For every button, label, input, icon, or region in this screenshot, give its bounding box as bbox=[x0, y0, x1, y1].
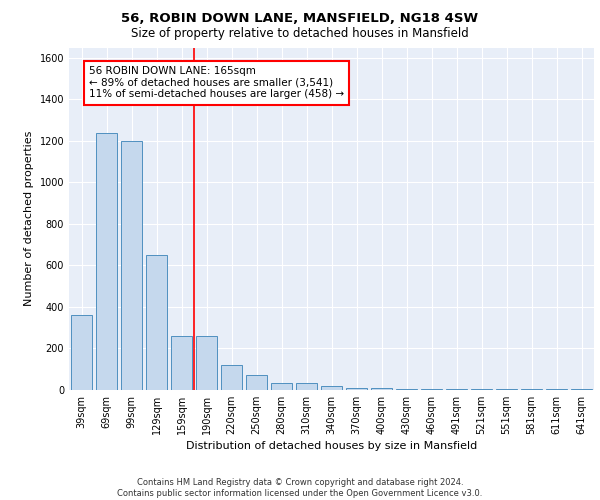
Bar bbox=[196, 336, 217, 390]
Bar bbox=[421, 389, 442, 390]
Bar bbox=[246, 376, 267, 390]
Bar bbox=[171, 336, 192, 390]
Y-axis label: Number of detached properties: Number of detached properties bbox=[24, 131, 34, 306]
Bar bbox=[96, 132, 117, 390]
Bar bbox=[446, 389, 467, 390]
Text: 56, ROBIN DOWN LANE, MANSFIELD, NG18 4SW: 56, ROBIN DOWN LANE, MANSFIELD, NG18 4SW bbox=[121, 12, 479, 26]
Bar bbox=[321, 386, 342, 390]
Bar bbox=[271, 382, 292, 390]
Bar bbox=[121, 141, 142, 390]
Bar bbox=[371, 388, 392, 390]
Bar bbox=[221, 365, 242, 390]
X-axis label: Distribution of detached houses by size in Mansfield: Distribution of detached houses by size … bbox=[186, 441, 477, 451]
Text: Contains HM Land Registry data © Crown copyright and database right 2024.
Contai: Contains HM Land Registry data © Crown c… bbox=[118, 478, 482, 498]
Bar bbox=[296, 382, 317, 390]
Bar bbox=[146, 255, 167, 390]
Bar bbox=[396, 389, 417, 390]
Bar bbox=[471, 389, 492, 390]
Bar bbox=[571, 389, 592, 390]
Bar bbox=[521, 389, 542, 390]
Bar bbox=[71, 316, 92, 390]
Bar bbox=[546, 389, 567, 390]
Bar bbox=[496, 389, 517, 390]
Bar bbox=[346, 388, 367, 390]
Text: 56 ROBIN DOWN LANE: 165sqm
← 89% of detached houses are smaller (3,541)
11% of s: 56 ROBIN DOWN LANE: 165sqm ← 89% of deta… bbox=[89, 66, 344, 100]
Text: Size of property relative to detached houses in Mansfield: Size of property relative to detached ho… bbox=[131, 28, 469, 40]
